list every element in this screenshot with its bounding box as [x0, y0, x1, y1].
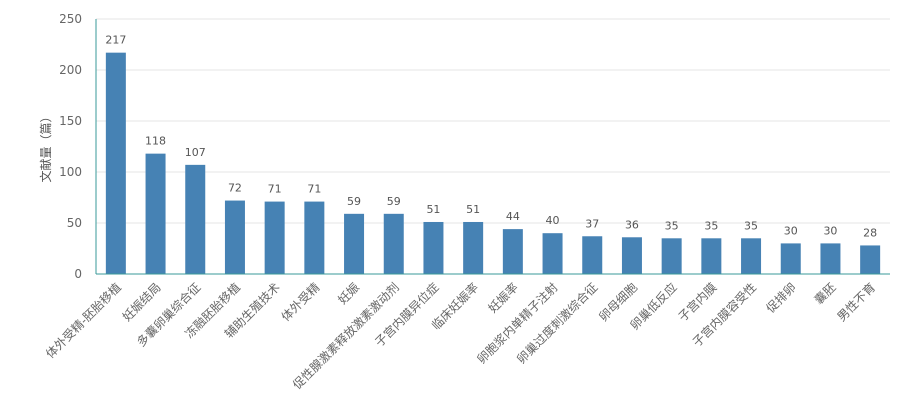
- bar: [741, 238, 762, 274]
- bar: [661, 238, 682, 274]
- bar: [820, 243, 841, 274]
- data-label: 35: [704, 219, 718, 232]
- y-tick-label: 250: [59, 12, 82, 26]
- x-tick-label: 促排卵: [764, 280, 799, 315]
- bar: [344, 213, 365, 274]
- data-label: 35: [665, 219, 679, 232]
- data-label: 71: [268, 183, 282, 196]
- bar: [780, 243, 801, 274]
- data-label: 59: [347, 195, 361, 208]
- y-axis-ticks: 0 50 100 150 200 250: [59, 12, 82, 281]
- data-label: 51: [466, 203, 480, 216]
- x-tick-label: 囊胚: [811, 280, 839, 308]
- y-tick-label: 150: [59, 114, 82, 128]
- data-label: 71: [307, 183, 321, 196]
- bar: [502, 229, 523, 274]
- bar: [463, 221, 484, 274]
- y-tick-label: 200: [59, 63, 82, 77]
- bar: [423, 221, 444, 274]
- bar: [304, 201, 325, 274]
- y-axis-title: 文献量（篇）: [38, 110, 53, 182]
- x-tick-label: 男性不育: [834, 280, 879, 325]
- data-label: 51: [426, 203, 440, 216]
- bar: [264, 201, 285, 274]
- y-tick-label: 0: [74, 267, 82, 281]
- data-label: 118: [145, 135, 166, 148]
- data-label: 30: [784, 224, 798, 237]
- data-label: 44: [506, 210, 520, 223]
- bar: [701, 238, 722, 274]
- bar: [145, 153, 166, 274]
- x-tick-label: 妊娠率: [485, 280, 521, 316]
- bar: [185, 164, 206, 274]
- y-tick-label: 50: [67, 216, 82, 230]
- bars: [105, 52, 881, 274]
- bar: [542, 233, 563, 274]
- bar: [582, 236, 603, 274]
- data-label: 217: [105, 34, 126, 47]
- gridlines: [96, 18, 890, 224]
- bar: [383, 213, 404, 274]
- data-label: 30: [823, 224, 837, 237]
- bar: [621, 237, 642, 274]
- data-label: 37: [585, 217, 599, 230]
- data-label: 28: [863, 226, 877, 239]
- data-label: 40: [546, 214, 560, 227]
- data-label: 72: [228, 182, 242, 195]
- x-tick-label: 体外受精-胚胎移植: [42, 280, 124, 362]
- y-tick-label: 100: [59, 165, 82, 179]
- bar: [224, 200, 245, 274]
- data-label: 35: [744, 219, 758, 232]
- data-label: 59: [387, 195, 401, 208]
- x-tick-label: 体外受精: [279, 280, 323, 324]
- data-labels: 217 118 107 72 71 71 59 59 51 51 44 40 37 36 35 35 35 30 3…: [105, 34, 877, 240]
- x-tick-label: 妊娠: [335, 280, 362, 307]
- data-label: 107: [185, 146, 206, 159]
- bar: [105, 52, 126, 274]
- data-label: 36: [625, 218, 639, 231]
- bar: [860, 245, 881, 274]
